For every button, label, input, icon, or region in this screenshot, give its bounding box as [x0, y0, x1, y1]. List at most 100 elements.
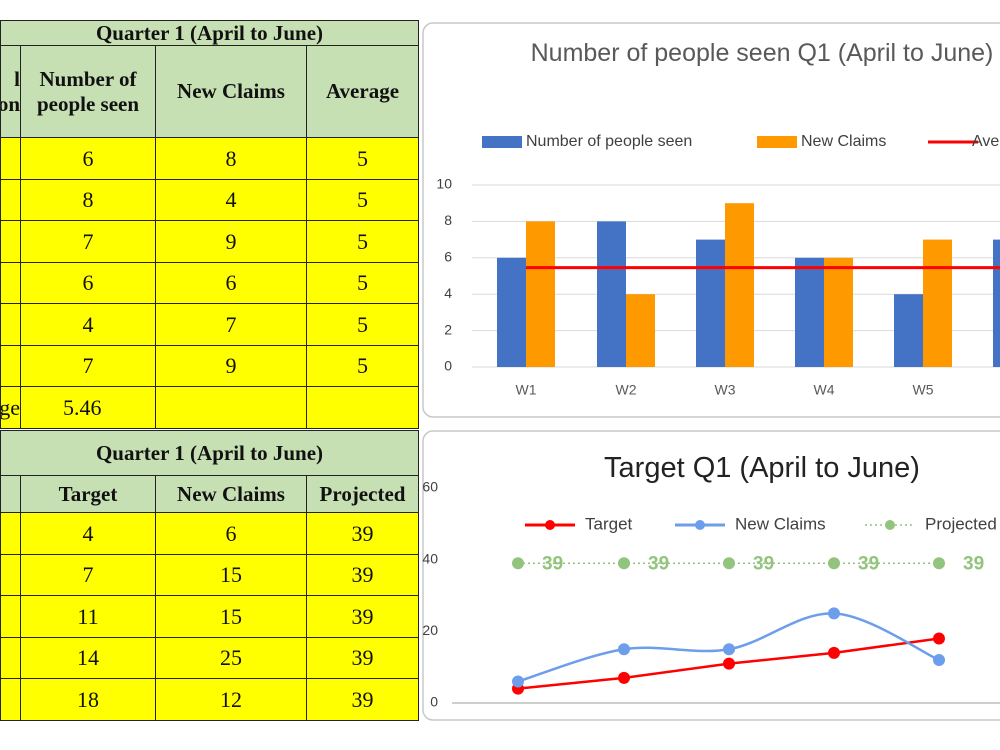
cell: 15	[155, 553, 307, 597]
cell	[0, 137, 21, 180]
cell-value: 39	[351, 603, 374, 629]
cell: 39	[306, 595, 419, 638]
x-tick-label: W3	[715, 382, 736, 398]
y-tick-label: 2	[444, 321, 452, 337]
cell-value: 39	[351, 520, 374, 546]
marker	[618, 671, 630, 684]
table-title-text: Quarter 1 (April to June)	[95, 20, 324, 45]
cell: 12	[155, 678, 307, 721]
bar	[923, 239, 952, 367]
legend-label: Projected	[925, 514, 997, 533]
cell-value: 4	[82, 311, 94, 337]
data-label: 39	[963, 553, 984, 574]
legend-marker	[695, 520, 705, 530]
x-tick-label: W2	[616, 382, 637, 398]
column-header: New Claims	[155, 475, 307, 513]
cell: 9	[155, 220, 307, 263]
data-label: 39	[858, 553, 879, 574]
y-tick-label: 8	[444, 212, 452, 228]
legend-swatch	[757, 136, 797, 148]
legend-swatch	[482, 136, 522, 148]
cell: 39	[306, 512, 419, 555]
cell-value: 6	[82, 145, 94, 171]
y-tick-label: 40	[422, 550, 438, 566]
column-header	[0, 475, 21, 513]
chart-1: 0 2 4 6 8 10 Number of people seen New Claims Av…	[422, 22, 1000, 418]
cell: 4	[20, 303, 156, 346]
bar	[725, 203, 754, 367]
cell-value: 7	[82, 228, 94, 254]
cell-value: 39	[351, 562, 374, 588]
y-tick-label: 10	[436, 176, 452, 192]
y-tick-label: 60	[422, 479, 438, 495]
y-tick-label: 6	[444, 249, 452, 265]
cell-value: 7	[82, 562, 94, 588]
column-header-text: New Claims	[177, 79, 285, 104]
chart-title: Target Q1 (April to June)	[604, 452, 920, 484]
cell-value: 5	[357, 353, 368, 379]
cell	[0, 678, 21, 721]
cell-value: 15	[220, 562, 242, 588]
chart-1-svg: 0 2 4 6 8 10 Number of people seen New Claims Av…	[422, 22, 1000, 418]
cell-value: 9	[225, 353, 237, 379]
bar	[597, 221, 626, 367]
cell: 5	[306, 137, 419, 180]
legend-label: New Claims	[735, 514, 826, 533]
marker	[828, 607, 840, 620]
cell: 6	[155, 261, 307, 304]
cell-value: 6	[82, 270, 94, 296]
cell	[0, 636, 21, 680]
cell-value: 9	[225, 228, 237, 254]
marker	[723, 643, 735, 656]
cell: 14	[20, 636, 156, 680]
legend-label: Target	[585, 514, 633, 533]
legend-label: Number of people seen	[526, 133, 692, 150]
cell-value: 4	[82, 520, 94, 546]
cell: 8	[155, 137, 307, 180]
cell-value: 5	[357, 228, 368, 254]
cell: 15	[155, 595, 307, 638]
cell-value: 25	[220, 645, 242, 671]
table-title: Quarter 1 (April to June)	[0, 430, 419, 476]
cell: 4	[20, 512, 156, 555]
column-header: Number of people seen	[20, 45, 156, 138]
data-label: 39	[753, 553, 774, 574]
cell-value: 5	[357, 145, 368, 171]
bar	[824, 257, 853, 367]
cell-value: 5	[357, 270, 368, 296]
cell-value: 11	[77, 603, 99, 629]
cell-value: 7	[225, 311, 237, 337]
marker	[933, 654, 945, 666]
chart-2: 0 20 40 60 Target New Claims Projected 39 39 39 39…	[422, 430, 1000, 722]
x-tick-label: W5	[913, 382, 934, 398]
bar	[696, 239, 725, 367]
bar	[626, 294, 655, 367]
cell	[0, 303, 21, 346]
cell: 39	[306, 636, 419, 680]
cell: 7	[20, 220, 156, 263]
cell: 39	[306, 678, 419, 721]
cell: 4	[155, 178, 307, 221]
column-header: Average	[306, 45, 419, 138]
cell: 5	[306, 178, 419, 221]
marker	[933, 632, 945, 645]
footer-label-text: ge	[0, 394, 20, 420]
y-tick-label: 0	[430, 694, 438, 710]
cell-value: 15	[220, 603, 242, 629]
y-tick-label: 4	[444, 285, 452, 301]
cell	[0, 512, 21, 555]
cell-value: 6	[225, 520, 237, 546]
legend-label: New Claims	[801, 133, 886, 150]
chart-frame	[422, 22, 1000, 418]
bar	[526, 221, 555, 367]
legend-label: Average	[972, 133, 1000, 150]
column-header: New Claims	[155, 45, 307, 138]
cell	[0, 178, 21, 221]
footer-label: ge	[0, 386, 21, 429]
column-header: Projected	[306, 475, 419, 513]
column-header-text: people seen	[36, 91, 140, 116]
cell-value: 6	[225, 270, 237, 296]
cell	[0, 344, 21, 387]
marker	[618, 557, 630, 570]
